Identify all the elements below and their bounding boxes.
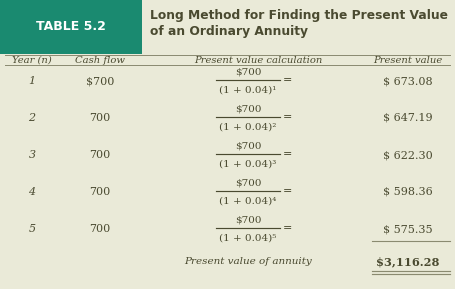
Text: $3,116.28: $3,116.28 xyxy=(375,257,439,268)
Text: $700: $700 xyxy=(86,76,114,86)
Text: 1: 1 xyxy=(28,76,35,86)
Text: 3: 3 xyxy=(28,150,35,160)
Bar xyxy=(0,0,142,54)
Text: =: = xyxy=(283,223,292,233)
Text: 700: 700 xyxy=(89,187,111,197)
Text: 700: 700 xyxy=(89,113,111,123)
Text: =: = xyxy=(283,149,292,159)
Text: Year (n): Year (n) xyxy=(12,56,52,65)
Text: 700: 700 xyxy=(89,224,111,234)
Text: TABLE 5.2: TABLE 5.2 xyxy=(36,21,106,34)
Text: $ 622.30: $ 622.30 xyxy=(382,150,432,160)
Text: Long Method for Finding the Present Value: Long Method for Finding the Present Valu… xyxy=(150,10,447,23)
Text: (1 + 0.04)⁵: (1 + 0.04)⁵ xyxy=(219,234,276,242)
Text: 4: 4 xyxy=(28,187,35,197)
Text: 700: 700 xyxy=(89,150,111,160)
Text: (1 + 0.04)⁴: (1 + 0.04)⁴ xyxy=(219,197,276,205)
Text: $700: $700 xyxy=(234,105,261,114)
Text: $700: $700 xyxy=(234,179,261,188)
Text: of an Ordinary Annuity: of an Ordinary Annuity xyxy=(150,25,307,38)
Text: $ 575.35: $ 575.35 xyxy=(382,224,432,234)
Text: $700: $700 xyxy=(234,142,261,151)
Text: Cash flow: Cash flow xyxy=(75,56,125,65)
Text: Present value: Present value xyxy=(373,56,442,65)
Text: $ 673.08: $ 673.08 xyxy=(382,76,432,86)
Text: $700: $700 xyxy=(234,68,261,77)
Text: =: = xyxy=(283,75,292,85)
Text: Present value calculation: Present value calculation xyxy=(193,56,322,65)
Text: $ 647.19: $ 647.19 xyxy=(382,113,432,123)
Text: 2: 2 xyxy=(28,113,35,123)
Text: Present value of annuity: Present value of annuity xyxy=(184,257,311,266)
Text: =: = xyxy=(283,186,292,196)
Text: (1 + 0.04)¹: (1 + 0.04)¹ xyxy=(219,86,276,95)
Text: =: = xyxy=(283,112,292,122)
Text: $ 598.36: $ 598.36 xyxy=(382,187,432,197)
Text: $700: $700 xyxy=(234,216,261,225)
Text: (1 + 0.04)²: (1 + 0.04)² xyxy=(219,123,276,131)
Text: (1 + 0.04)³: (1 + 0.04)³ xyxy=(219,160,276,168)
Text: 5: 5 xyxy=(28,224,35,234)
